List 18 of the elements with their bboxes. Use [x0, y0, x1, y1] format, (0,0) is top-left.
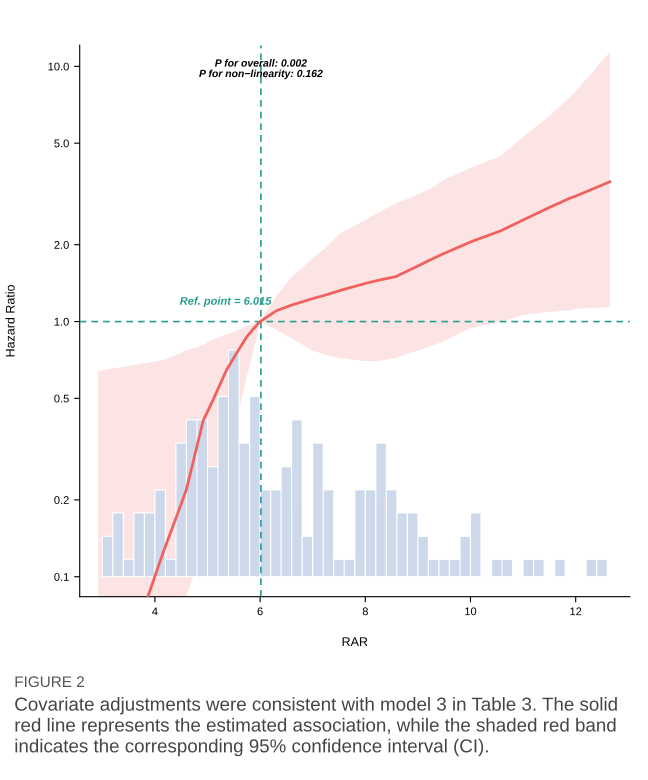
x-tick-label: 6: [258, 607, 263, 616]
line-series: [146, 180, 612, 597]
x-tick-label: 12: [570, 607, 582, 616]
x-tick-label: 10: [465, 607, 476, 616]
y-tick-label: 2.0: [54, 240, 69, 249]
text: Covariate adjustments were consistent with model 3 in Table 3. The solid red line represents the estimated association, while the shaded red band indicates the corresponding 95% confidence interval (CI).: [15, 697, 617, 756]
y-tick-label: 5.0: [54, 139, 69, 148]
x-axis-title: RAR: [342, 637, 368, 646]
y-tick-label: 0.2: [54, 496, 69, 504]
y-tick-label: 0.1: [54, 572, 69, 581]
y-axis-title: Hazard Ratio: [5, 285, 15, 356]
x-tick-label: 4: [152, 608, 158, 616]
x-tick-label: 8: [362, 607, 368, 616]
y-tick-label: 10.0: [48, 62, 69, 70]
annotation: P for overall: 0.002 P for non−linearity: 0.162: [199, 59, 323, 80]
y-tick-label: 0.5: [54, 394, 69, 402]
caption: FIGURE 2: [16, 676, 84, 688]
y-tick-label: 1.0: [54, 318, 69, 326]
